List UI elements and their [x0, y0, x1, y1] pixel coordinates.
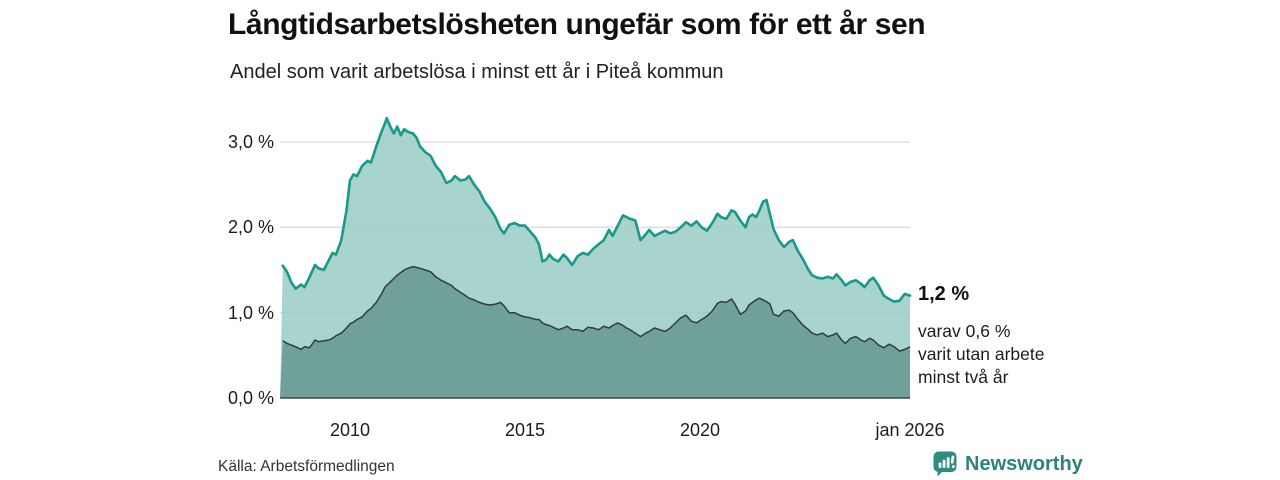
line-unemployed-two-years	[282, 265, 911, 352]
x-axis-tick: 2015	[504, 420, 546, 440]
chart-subtitle: Andel som varit arbetslösa i minst ett å…	[230, 61, 724, 83]
page-title: Långtidsarbetslösheten ungefär som för e…	[228, 8, 926, 41]
line-unemployed-one-year	[281, 116, 912, 303]
y-axis-tick: 1,0 %	[227, 302, 274, 323]
x-axis-tick: 2010	[329, 420, 371, 440]
source-credit: Källa: Arbetsförmedlingen	[218, 458, 395, 475]
y-axis-tick: 3,0 %	[227, 132, 274, 152]
annotation-line: varit utan arbete	[918, 344, 1045, 364]
y-axis-tick: 0,0 %	[227, 388, 274, 408]
annotation-line: minst två år	[918, 367, 1009, 387]
series-end-value-label: 1,2 %	[918, 283, 970, 305]
y-axis-tick: 2,0 %	[227, 217, 274, 238]
annotation-line: varav 0,6 %	[918, 321, 1011, 341]
x-axis-tick: 2020	[679, 420, 721, 440]
newsworthy-bar-chart-icon	[933, 451, 957, 477]
area-unemployed-two-years	[280, 266, 910, 398]
newsworthy-logo: Newsworthy	[933, 451, 1083, 477]
x-axis-tick: jan 2026	[875, 420, 945, 440]
brand-name: Newsworthy	[965, 452, 1083, 475]
